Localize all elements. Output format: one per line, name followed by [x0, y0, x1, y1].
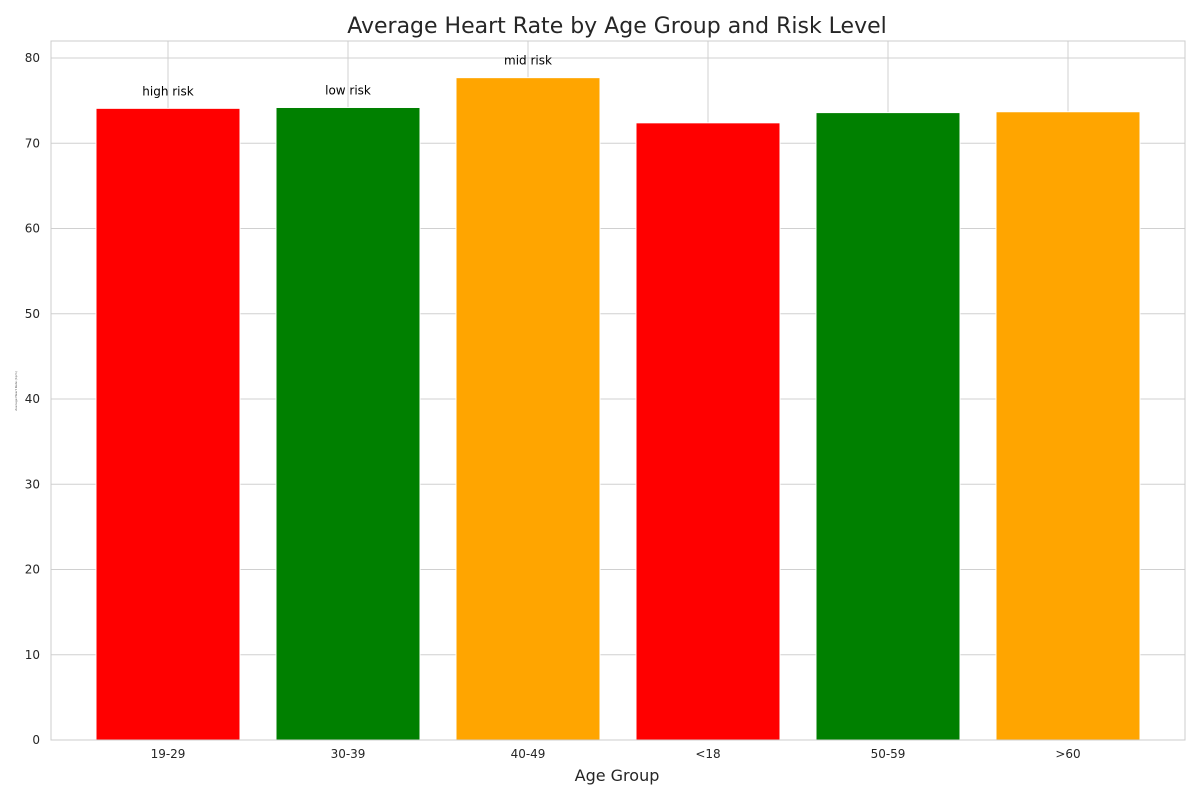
- y-tick-label: 40: [25, 392, 40, 406]
- y-tick-label: 70: [25, 136, 40, 150]
- bar-annotation: high risk: [142, 84, 193, 98]
- y-tick-label: 60: [25, 222, 40, 236]
- bar: [455, 77, 601, 741]
- y-tick-label: 30: [25, 477, 40, 491]
- bar: [815, 112, 961, 741]
- x-tick-label: 40-49: [511, 747, 546, 761]
- bar-annotation: low risk: [325, 83, 371, 97]
- y-tick-label: 20: [25, 563, 40, 577]
- y-tick-label: 0: [32, 733, 40, 747]
- plot-frame: [50, 40, 1186, 741]
- x-tick-label: 50-59: [871, 747, 906, 761]
- x-tick-label: 30-39: [331, 747, 366, 761]
- ticks-layer: 0 10 20 30 40 50 60 70 80 19-29 30-39 40-49 <18 50-59…: [25, 51, 1081, 761]
- x-tick-label: <18: [695, 747, 720, 761]
- bar-annotation: mid risk: [504, 54, 552, 68]
- y-tick-label: 50: [25, 307, 40, 321]
- bar: [635, 122, 781, 741]
- y-tick-label: 10: [25, 648, 40, 662]
- x-axis-label: Age Group: [575, 766, 660, 785]
- chart-title: Average Heart Rate by Age Group and Risk…: [347, 14, 887, 39]
- x-tick-label: >60: [1055, 747, 1080, 761]
- bars-layer: [95, 77, 1141, 741]
- bar: [275, 106, 421, 741]
- annotations-layer: high risk low risk mid risk: [142, 54, 552, 99]
- x-tick-label: 19-29: [151, 747, 186, 761]
- bar: [995, 111, 1141, 741]
- y-tick-label: 80: [25, 51, 40, 65]
- y-axis-label: Average Heart Rate (bpm): [14, 371, 18, 410]
- bar: [95, 107, 241, 741]
